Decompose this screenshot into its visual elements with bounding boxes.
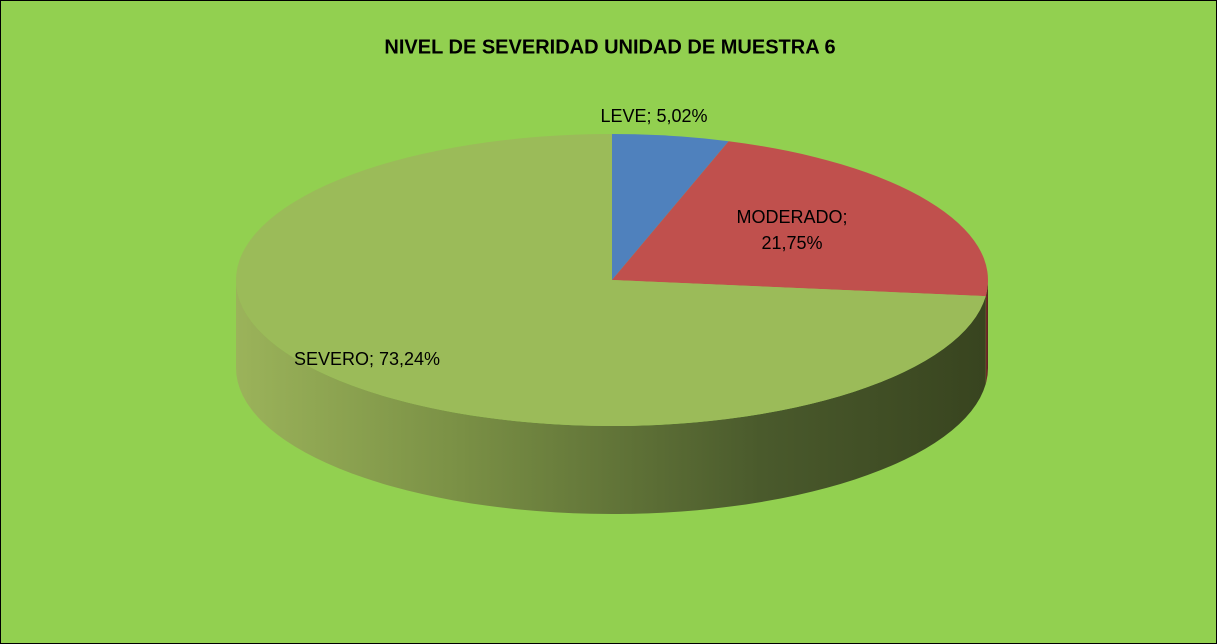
- pie-slice: [235, 134, 986, 426]
- pie-slice: [612, 141, 988, 297]
- data-label: LEVE; 5,02%: [600, 106, 707, 126]
- pie-tops: [235, 134, 988, 426]
- pie-slice-side: [985, 280, 988, 385]
- pie-sides: [236, 280, 988, 514]
- data-labels: LEVE; 5,02% MODERADO; 21,75% SEVERO; 73,24%: [294, 106, 848, 369]
- pie-slice: [612, 134, 729, 280]
- chart-title: NIVEL DE SEVERIDAD UNIDAD DE MUESTRA 6: [384, 36, 835, 58]
- pie-slice-side: [236, 280, 986, 514]
- data-label: SEVERO; 73,24%: [294, 349, 440, 369]
- data-label: MODERADO; 21,75%: [736, 207, 847, 253]
